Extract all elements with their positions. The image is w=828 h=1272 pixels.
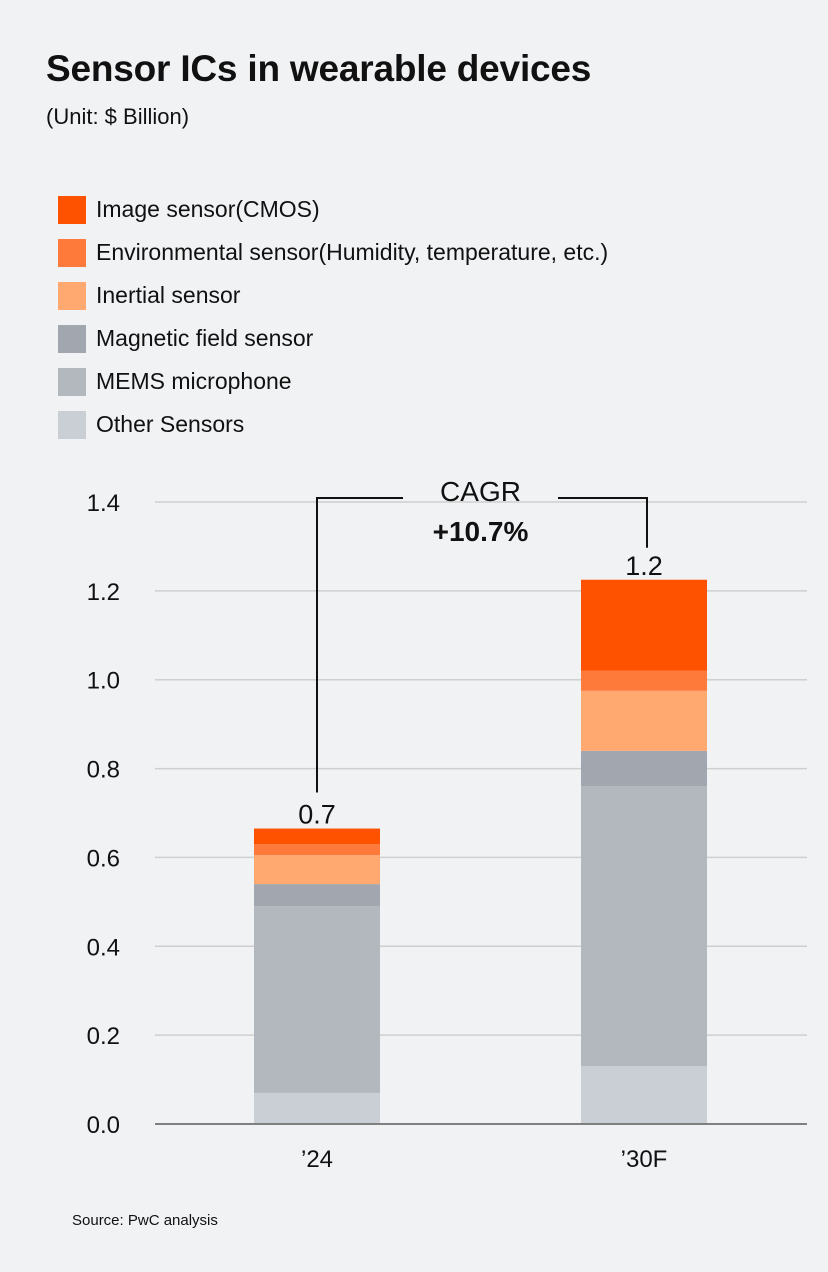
bar-segment bbox=[254, 1092, 380, 1124]
y-tick-label: 0.0 bbox=[87, 1112, 120, 1139]
cagr-annotation: CAGR +10.7% bbox=[316, 476, 648, 793]
bar-segment bbox=[581, 1066, 707, 1124]
source-note: Source: PwC analysis bbox=[72, 1212, 218, 1229]
legend-item-image-sensor: Image sensor(CMOS) bbox=[58, 188, 608, 231]
unit-label: (Unit: $ Billion) bbox=[46, 104, 190, 129]
bar-segment bbox=[254, 828, 380, 845]
bar-segment bbox=[254, 844, 380, 856]
y-tick-label: 0.2 bbox=[87, 1023, 120, 1050]
bar-segment bbox=[581, 670, 707, 691]
y-tick-label: 0.4 bbox=[87, 934, 120, 961]
x-axis-ticks: ’24 ’30F bbox=[301, 1146, 667, 1173]
legend-label: Magnetic field sensor bbox=[96, 325, 314, 351]
y-axis-ticks: 0.0 0.2 0.4 0.6 0.8 1.0 1.2 1.4 bbox=[87, 490, 120, 1139]
legend-label: Other Sensors bbox=[96, 411, 245, 437]
bar-segment bbox=[254, 906, 380, 1093]
legend-item-mems-microphone: MEMS microphone bbox=[58, 360, 608, 403]
y-tick-label: 1.2 bbox=[87, 579, 120, 606]
legend-swatch bbox=[58, 238, 86, 267]
chart-title: Sensor ICs in wearable devices bbox=[46, 48, 592, 89]
bar-segment bbox=[581, 579, 707, 671]
legend-item-environmental-sensor: Environmental sensor(Humidity, temperatu… bbox=[58, 231, 608, 274]
total-label: 1.2 bbox=[625, 551, 663, 581]
x-tick-label: ’30F bbox=[621, 1146, 668, 1173]
bar-stacks bbox=[254, 579, 707, 1124]
legend-swatch bbox=[58, 195, 86, 224]
total-labels: 0.7 1.2 bbox=[298, 551, 663, 830]
legend-label: MEMS microphone bbox=[96, 368, 292, 394]
y-tick-label: 0.6 bbox=[87, 845, 120, 872]
y-tick-label: 1.4 bbox=[87, 490, 120, 517]
legend-label: Environmental sensor(Humidity, temperatu… bbox=[96, 239, 609, 265]
y-tick-label: 0.8 bbox=[87, 757, 120, 784]
gridlines bbox=[155, 501, 807, 1036]
legend-label: Inertial sensor bbox=[96, 282, 241, 308]
legend-swatch bbox=[58, 324, 86, 353]
legend-swatch bbox=[58, 281, 86, 310]
y-tick-label: 1.0 bbox=[87, 668, 120, 695]
legend-swatch bbox=[58, 410, 86, 439]
total-label: 0.7 bbox=[298, 800, 336, 830]
legend-swatch bbox=[58, 367, 86, 396]
legend-item-inertial-sensor: Inertial sensor bbox=[58, 274, 608, 317]
legend-item-other-sensors: Other Sensors bbox=[58, 403, 608, 446]
bar-segment bbox=[581, 786, 707, 1067]
bar-segment bbox=[254, 855, 380, 885]
cagr-value: +10.7% bbox=[433, 516, 529, 547]
bar-segment bbox=[581, 750, 707, 787]
legend-label: Image sensor(CMOS) bbox=[96, 196, 320, 222]
cagr-bracket-line bbox=[316, 497, 648, 793]
bar-segment bbox=[254, 884, 380, 907]
bar-segment bbox=[581, 690, 707, 751]
cagr-label: CAGR bbox=[440, 476, 521, 507]
x-tick-label: ’24 bbox=[301, 1146, 333, 1173]
legend-item-magnetic-field-sensor: Magnetic field sensor bbox=[58, 317, 608, 360]
legend: Image sensor(CMOS) Environmental sensor(… bbox=[58, 188, 608, 446]
